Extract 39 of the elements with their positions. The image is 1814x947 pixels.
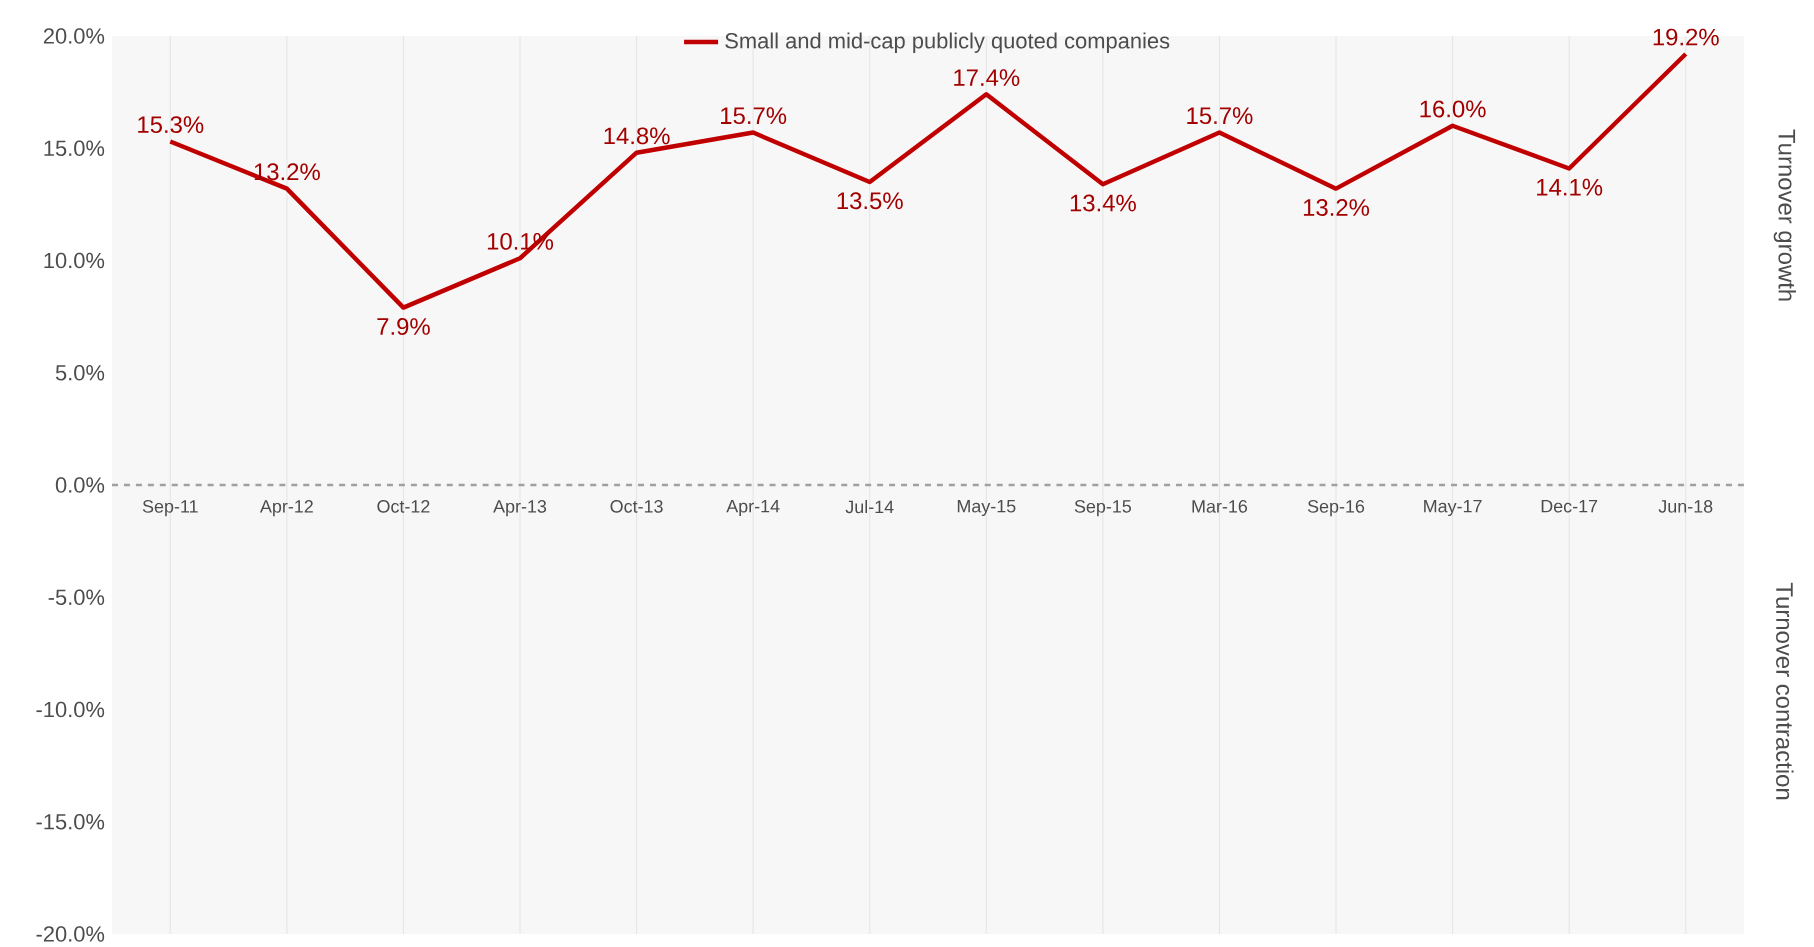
data-label: 13.4% (1070, 194, 1136, 212)
legend-label: Small and mid-cap publicly quoted companies (725, 32, 1170, 53)
y-tick-label: -20.0% (36, 926, 105, 942)
x-tick-label: Jun-18 (1658, 500, 1713, 513)
data-label: 13.5% (837, 192, 903, 210)
x-tick-label: Oct-12 (377, 500, 430, 513)
y-tick-label: 5.0% (55, 365, 105, 381)
x-tick-label: Apr-13 (493, 500, 547, 517)
y-tick-label: 15.0% (44, 140, 105, 156)
y-tick-label: -15.0% (36, 814, 105, 830)
data-label: 7.9% (377, 318, 430, 335)
data-label: 14.8% (604, 127, 670, 145)
data-label: 15.7% (721, 107, 787, 125)
text: Turnover growth (1773, 129, 1796, 301)
data-label: 13.2% (254, 163, 320, 181)
y-tick-label: 0.0% (55, 477, 105, 493)
data-label: 16.0% (1420, 100, 1486, 118)
x-tick-label: Sep-16 (1307, 500, 1365, 517)
text: Turnover contraction (1776, 582, 1794, 800)
x-tick-label: Sep-11 (142, 500, 198, 517)
x-tick-label: Apr-12 (259, 500, 313, 517)
x-tick-label: Mar-16 (1192, 500, 1248, 513)
x-tick-label: Apr-14 (726, 500, 780, 517)
data-label: 17.4% (954, 69, 1020, 86)
y-tick-label: -5.0% (48, 589, 105, 606)
x-tick-label: Dec-17 (1541, 500, 1598, 513)
y-tick-label: 10.0% (44, 252, 105, 269)
x-tick-label: May-17 (1424, 500, 1482, 517)
data-label: 15.7% (1187, 107, 1253, 125)
x-tick-label: Jul-14 (845, 500, 894, 514)
data-label: 15.3% (138, 116, 204, 134)
data-label: 14.1% (1537, 178, 1603, 196)
x-tick-label: May-15 (957, 500, 1016, 517)
x-tick-label: Oct-13 (610, 500, 663, 513)
y-tick-label: -10.0% (36, 701, 105, 718)
y-tick-label: 20.0% (43, 28, 105, 44)
data-label: 19.2% (1653, 28, 1719, 46)
data-label: 13.2% (1303, 199, 1370, 216)
x-tick-label: Sep-15 (1074, 500, 1132, 517)
